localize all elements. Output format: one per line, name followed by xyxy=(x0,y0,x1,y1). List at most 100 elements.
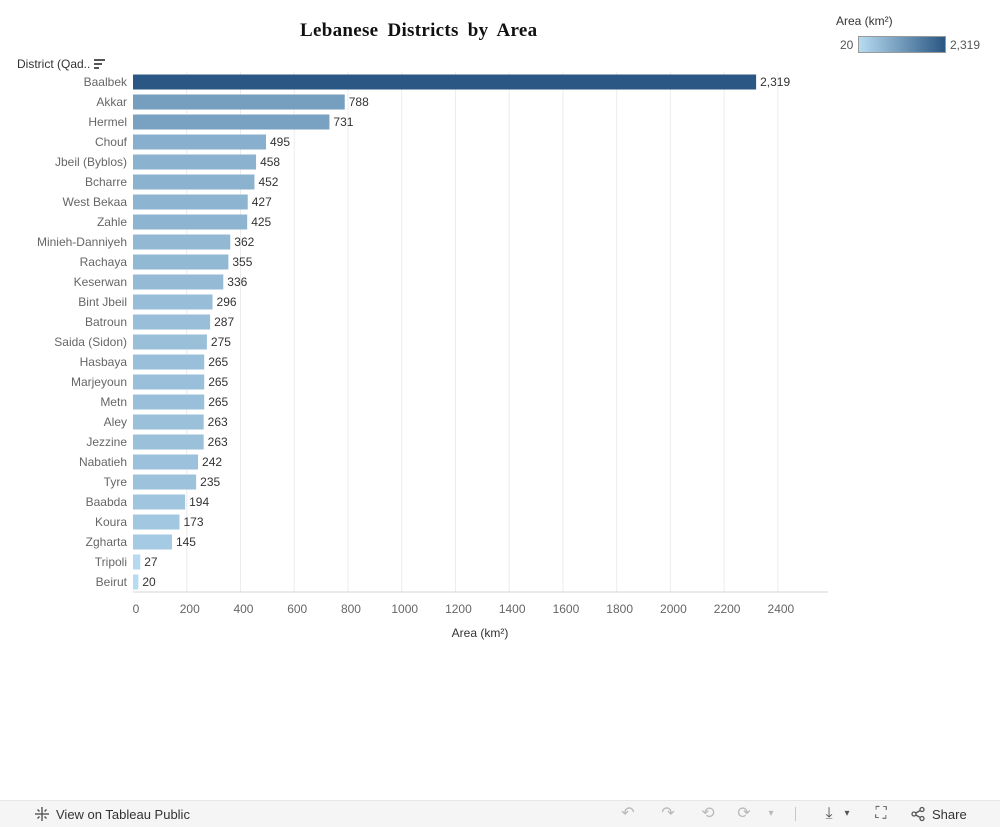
bar[interactable] xyxy=(133,574,139,590)
x-tick-label: 800 xyxy=(341,602,361,616)
category-label: Hasbaya xyxy=(80,355,128,369)
legend-title: Area (km²) xyxy=(836,14,893,28)
bar[interactable] xyxy=(133,174,255,190)
share-label: Share xyxy=(932,806,967,822)
category-label: Jbeil (Byblos) xyxy=(55,155,127,169)
category-label: Rachaya xyxy=(80,255,128,269)
category-label: Beirut xyxy=(96,575,128,589)
value-label: 336 xyxy=(227,275,247,289)
footer-toolbar: View on Tableau Public ↶ ↷ ⟲ ⟳ ▾ ⤓ ▾ ⛶ S… xyxy=(0,800,1000,827)
share-button[interactable]: Share xyxy=(910,806,967,822)
dimension-header-label: District (Qad.. xyxy=(17,57,91,71)
share-icon xyxy=(911,806,925,822)
fullscreen-icon[interactable]: ⛶ xyxy=(875,805,887,822)
value-label: 287 xyxy=(214,315,234,329)
category-label: Bcharre xyxy=(85,175,127,189)
bar[interactable] xyxy=(133,354,205,370)
chart-title: Lebanese Districts by Area xyxy=(300,20,538,41)
x-tick-label: 1400 xyxy=(499,602,526,616)
bar[interactable] xyxy=(133,74,757,90)
category-label: Baabda xyxy=(86,495,128,509)
value-label: 458 xyxy=(260,155,280,169)
sort-icon[interactable] xyxy=(94,59,106,69)
bar[interactable] xyxy=(133,474,197,490)
dimension-header[interactable]: District (Qad.. xyxy=(17,57,106,71)
category-label: Nabatieh xyxy=(79,455,127,469)
category-label: Zgharta xyxy=(86,535,128,549)
value-label: 788 xyxy=(349,95,369,109)
x-tick-label: 2000 xyxy=(660,602,687,616)
bar[interactable] xyxy=(133,374,205,390)
bar[interactable] xyxy=(133,134,267,150)
category-label: Minieh-Danniyeh xyxy=(37,235,127,249)
category-label: Tripoli xyxy=(95,555,127,569)
bar[interactable] xyxy=(133,494,186,510)
redo-icon[interactable]: ↷ xyxy=(661,805,675,822)
bar[interactable] xyxy=(133,294,213,310)
bar[interactable] xyxy=(133,394,205,410)
category-label: Batroun xyxy=(85,315,127,329)
bar[interactable] xyxy=(133,454,199,470)
category-label: Baalbek xyxy=(84,75,128,89)
download-dropdown-icon[interactable]: ▾ xyxy=(844,808,850,819)
category-label: Koura xyxy=(95,515,127,529)
category-label: Saida (Sidon) xyxy=(54,335,127,349)
bar-chart: 0 200 400 600 800 1000 1200 1400 1600 1800 2000 220… xyxy=(37,72,828,616)
bar[interactable] xyxy=(133,214,248,230)
value-label: 275 xyxy=(211,335,231,349)
value-label: 265 xyxy=(208,355,228,369)
value-label: 452 xyxy=(258,175,278,189)
view-on-tableau-label: View on Tableau Public xyxy=(56,806,190,822)
toolbar-divider xyxy=(795,807,796,821)
category-label: Tyre xyxy=(104,475,128,489)
value-label: 235 xyxy=(200,475,220,489)
x-tick-label: 0 xyxy=(133,602,140,616)
bar[interactable] xyxy=(133,314,211,330)
value-label: 263 xyxy=(208,435,228,449)
x-tick-label: 400 xyxy=(233,602,253,616)
value-label: 242 xyxy=(202,455,222,469)
refresh-dropdown-icon[interactable]: ▾ xyxy=(768,808,774,819)
bar[interactable] xyxy=(133,274,224,290)
value-label: 263 xyxy=(208,415,228,429)
refresh-icon[interactable]: ⟳ xyxy=(737,805,751,822)
value-label: 427 xyxy=(252,195,272,209)
bar[interactable] xyxy=(133,114,330,130)
x-tick-label: 1600 xyxy=(553,602,580,616)
view-on-tableau-link[interactable]: View on Tableau Public xyxy=(34,806,190,822)
bar[interactable] xyxy=(133,534,172,550)
value-label: 173 xyxy=(183,515,203,529)
category-label: Jezzine xyxy=(86,435,127,449)
bar[interactable] xyxy=(133,514,180,530)
value-label: 194 xyxy=(189,495,209,509)
category-label: Metn xyxy=(100,395,127,409)
bar[interactable] xyxy=(133,234,231,250)
bar[interactable] xyxy=(133,194,248,210)
value-label: 27 xyxy=(144,555,158,569)
x-tick-label: 1200 xyxy=(445,602,472,616)
legend-color-ramp xyxy=(858,36,946,53)
value-label: 355 xyxy=(232,255,252,269)
x-tick-label: 2400 xyxy=(768,602,795,616)
bar[interactable] xyxy=(133,254,229,270)
tableau-logo-icon xyxy=(35,807,49,821)
category-label: Marjeyoun xyxy=(71,375,127,389)
bar[interactable] xyxy=(133,94,345,110)
category-label: Akkar xyxy=(96,95,127,109)
bar[interactable] xyxy=(133,434,204,450)
value-label: 20 xyxy=(142,575,156,589)
bar[interactable] xyxy=(133,334,207,350)
category-label: Keserwan xyxy=(74,275,127,289)
bar[interactable] xyxy=(133,414,204,430)
category-label: Chouf xyxy=(95,135,128,149)
bar[interactable] xyxy=(133,154,257,170)
value-label: 296 xyxy=(217,295,237,309)
value-label: 265 xyxy=(208,395,228,409)
bar[interactable] xyxy=(133,554,141,570)
x-tick-label: 200 xyxy=(180,602,200,616)
revert-icon[interactable]: ⟲ xyxy=(701,805,715,822)
legend-min-label: 20 xyxy=(840,38,854,52)
x-tick-label: 1000 xyxy=(391,602,418,616)
undo-icon[interactable]: ↶ xyxy=(621,805,635,822)
download-icon[interactable]: ⤓ xyxy=(825,805,833,822)
